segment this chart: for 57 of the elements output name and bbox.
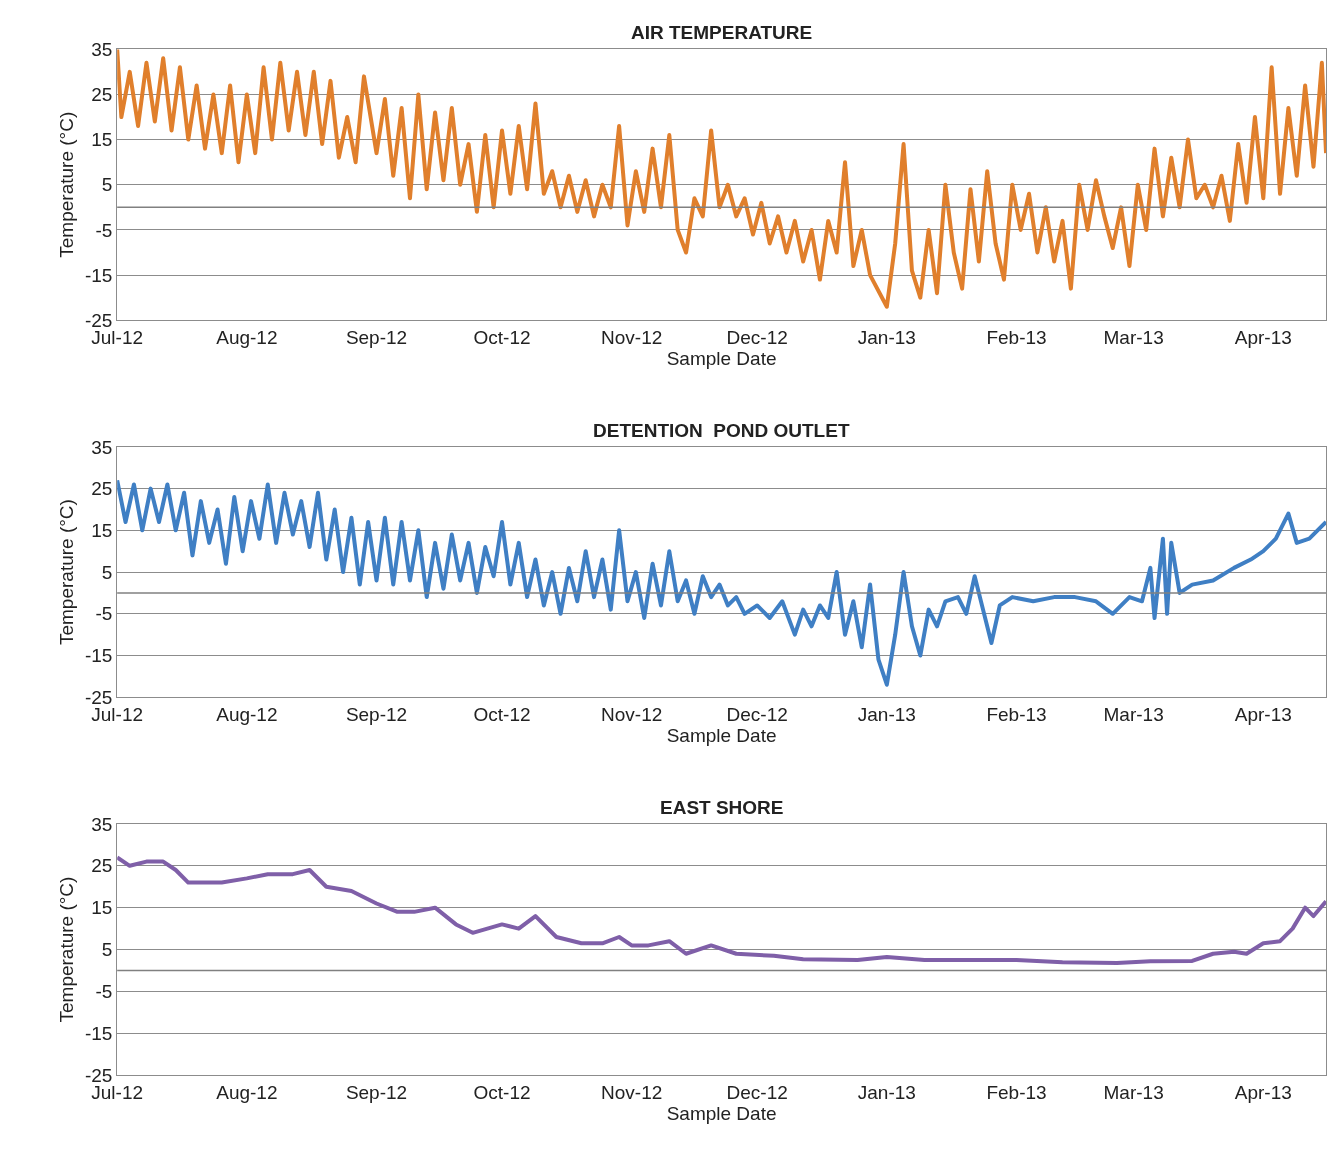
x-tick-label: Mar-13 [1103, 704, 1164, 726]
y-tick-label: 35 [91, 436, 113, 458]
x-tick-label: Dec-12 [726, 1082, 788, 1104]
x-axis-title: Sample Date [666, 348, 777, 370]
x-tick-label: Sep-12 [345, 327, 408, 349]
line-series [117, 49, 1327, 309]
y-tick-label: -5 [95, 981, 113, 1003]
chart-title: EAST SHORE [660, 797, 784, 818]
x-tick-label: Feb-13 [986, 704, 1047, 726]
y-tick-label: -5 [95, 219, 113, 241]
x-tick-label: Jan-13 [857, 327, 916, 349]
x-tick-label: Mar-13 [1103, 1082, 1164, 1104]
y-tick-label: 15 [91, 520, 113, 541]
x-tick-label: Aug-12 [216, 327, 278, 349]
y-axis-title: Temperature (°C) [55, 499, 77, 646]
x-tick-label: Sep-12 [345, 1082, 408, 1104]
x-tick-label: Nov-12 [601, 704, 663, 726]
y-tick-label: 25 [91, 855, 113, 877]
chart-title: DETENTION POND OUTLET [593, 420, 850, 441]
x-tick-label: Feb-13 [986, 1082, 1047, 1104]
line-series [117, 478, 1327, 687]
y-tick-label: 35 [91, 38, 113, 60]
y-tick-label: 5 [101, 939, 113, 961]
x-tick-label: Feb-13 [986, 327, 1047, 349]
y-tick-label: 25 [91, 84, 113, 106]
x-tick-label: Apr-13 [1234, 327, 1292, 349]
x-tick-label: Apr-13 [1234, 1082, 1292, 1104]
y-tick-label: 5 [101, 174, 113, 196]
y-tick-label: -5 [95, 603, 113, 625]
y-tick-label: 35 [91, 813, 113, 835]
x-axis-title: Sample Date [666, 725, 777, 747]
y-tick-label: 15 [91, 897, 113, 919]
x-tick-label: Nov-12 [601, 1082, 663, 1104]
x-tick-label: Aug-12 [216, 704, 278, 726]
x-tick-label: Apr-13 [1234, 704, 1292, 726]
x-tick-label: Oct-12 [473, 1082, 531, 1104]
x-tick-label: Sep-12 [345, 704, 408, 726]
line-series [117, 855, 1327, 965]
y-tick-label: -15 [84, 264, 113, 286]
x-tick-label: Dec-12 [726, 704, 788, 726]
x-tick-label: Jan-13 [857, 1082, 916, 1104]
x-tick-label: Nov-12 [601, 327, 663, 349]
y-tick-label: 25 [91, 478, 113, 500]
y-tick-label: -15 [84, 1023, 113, 1044]
y-tick-label: 5 [101, 561, 113, 583]
x-tick-label: Dec-12 [726, 327, 788, 349]
y-tick-label: -15 [84, 645, 113, 667]
x-tick-label: Oct-12 [473, 704, 531, 726]
x-tick-label: Aug-12 [216, 1082, 278, 1104]
chart-title: AIR TEMPERATURE [631, 22, 813, 43]
x-tick-label: Oct-12 [473, 327, 531, 349]
y-axis-title: Temperature (°C) [55, 111, 77, 258]
x-tick-label: Mar-13 [1103, 327, 1164, 349]
x-tick-label: Jan-13 [857, 704, 916, 726]
x-axis-title: Sample Date [666, 1103, 777, 1125]
y-axis-title: Temperature (°C) [55, 876, 77, 1023]
y-tick-label: 15 [91, 129, 113, 151]
